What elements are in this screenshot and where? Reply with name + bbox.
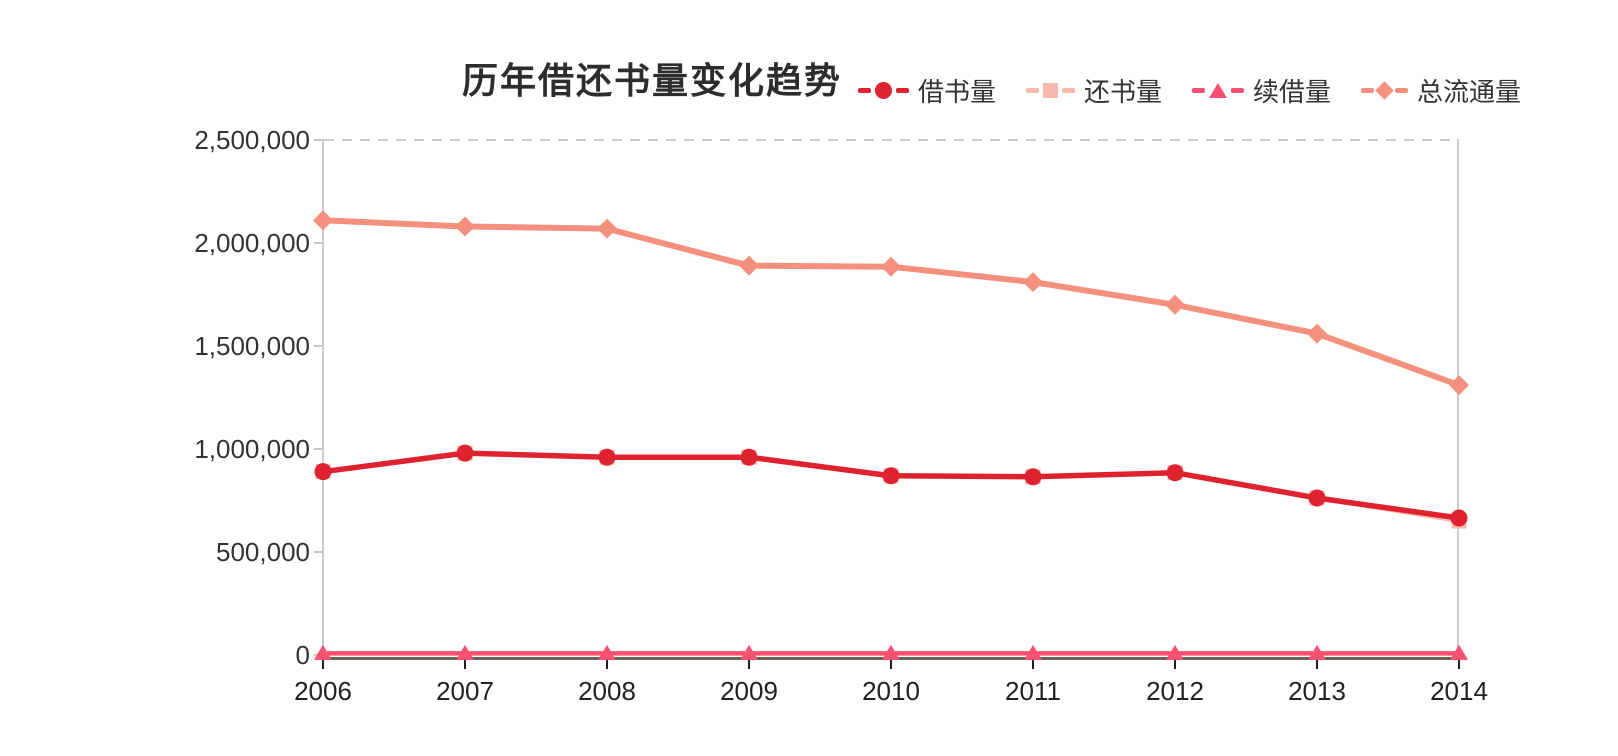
x-axis-tick (1174, 660, 1176, 669)
diamond-marker-总流通量 (1023, 272, 1043, 293)
y-axis-tick (314, 139, 323, 141)
series-line-借书量 (322, 450, 1460, 521)
y-axis-tick-label: 2,500,000 (194, 125, 310, 155)
series-借书量 (314, 444, 1468, 527)
diamond-marker-总流通量 (1449, 375, 1469, 396)
chart-title: 历年借还书量变化趋势 (462, 60, 843, 101)
legend-item-还书量[interactable]: 还书量 (1026, 72, 1162, 109)
circle-marker-借书量 (1024, 468, 1042, 486)
legend-label: 还书量 (1084, 76, 1163, 107)
y-axis-tick (314, 448, 323, 450)
x-axis-tick-label: 2012 (1146, 676, 1204, 706)
y-axis-tick (314, 345, 323, 347)
x-axis-tick-label: 2007 (436, 676, 494, 706)
y-axis-line (322, 139, 324, 659)
legend-label: 续借量 (1253, 76, 1332, 107)
circle-marker-借书量 (740, 448, 758, 466)
circle-marker-借书量 (1450, 509, 1468, 527)
chart-legend: 借书量 还书量 续借量 总流通量 (858, 72, 1521, 108)
x-axis-tick-label: 2010 (862, 676, 920, 706)
circle-marker-借书量 (598, 448, 616, 466)
y-axis-tick-label: 1,500,000 (194, 331, 310, 361)
triangle-marker-续借量 (882, 644, 900, 660)
gridline-dashed-top (324, 139, 1458, 141)
series-总流通量 (313, 210, 1469, 396)
x-axis-tick-label: 2013 (1288, 676, 1346, 706)
legend-item-借书量[interactable]: 借书量 (858, 72, 996, 109)
right-axis-line (1457, 139, 1459, 659)
triangle-marker-续借量 (314, 644, 332, 660)
x-axis-tick-label: 2006 (294, 676, 352, 706)
series-还书量 (315, 445, 1467, 529)
circle-marker-借书量 (456, 444, 474, 462)
x-axis-tick (890, 660, 892, 669)
diamond-marker-总流通量 (739, 255, 759, 276)
y-axis-tick-label: 2,000,000 (194, 228, 310, 258)
plot-area (313, 210, 1469, 660)
circle-marker-借书量 (882, 467, 900, 485)
x-axis-tick (1316, 660, 1318, 669)
diamond-marker-总流通量 (597, 218, 617, 239)
x-axis-tick (1458, 660, 1460, 669)
series-line-还书量 (322, 451, 1460, 524)
diamond-marker-总流通量 (313, 210, 333, 231)
x-axis-tick (322, 660, 324, 669)
legend-item-总流通量[interactable]: 总流通量 (1361, 72, 1521, 109)
triangle-marker-续借量 (456, 644, 474, 660)
diamond-marker-总流通量 (1165, 294, 1185, 315)
x-axis-tick-label: 2014 (1430, 676, 1488, 706)
x-axis-tick (464, 660, 466, 669)
y-axis-tick (314, 242, 323, 244)
series-line-总流通量 (322, 217, 1461, 388)
triangle-marker-续借量 (740, 644, 758, 660)
triangle-marker-续借量 (1166, 644, 1184, 660)
y-axis-tick-label: 0 (295, 640, 310, 670)
diamond-marker-总流通量 (1307, 323, 1327, 344)
circle-marker-借书量 (1166, 464, 1184, 482)
y-axis-tick (314, 551, 323, 553)
x-axis-tick-label: 2008 (578, 676, 636, 706)
x-axis-tick-label: 2009 (720, 676, 778, 706)
square-legend-icon (1026, 82, 1076, 98)
triangle-marker-续借量 (1024, 644, 1042, 660)
triangle-marker-续借量 (1308, 644, 1326, 660)
y-axis-tick-label: 1,000,000 (194, 434, 310, 464)
diamond-marker-总流通量 (881, 256, 901, 277)
diamond-legend-icon (1361, 80, 1409, 100)
x-axis-tick (1032, 660, 1034, 669)
circle-marker-借书量 (1308, 489, 1326, 507)
x-axis-tick (748, 660, 750, 669)
triangle-legend-icon (1192, 82, 1245, 98)
diamond-marker-总流通量 (455, 216, 475, 237)
series-续借量 (314, 644, 1468, 660)
circle-marker-借书量 (314, 463, 332, 481)
triangle-marker-续借量 (1450, 644, 1468, 660)
triangle-marker-续借量 (598, 644, 616, 660)
legend-item-续借量[interactable]: 续借量 (1192, 72, 1331, 109)
x-axis-tick-label: 2011 (1005, 676, 1061, 706)
circle-legend-icon (858, 81, 909, 99)
y-axis-tick-label: 500,000 (216, 537, 310, 567)
legend-label: 总流通量 (1417, 76, 1522, 107)
x-axis-tick (606, 660, 608, 669)
legend-label: 借书量 (918, 76, 997, 107)
